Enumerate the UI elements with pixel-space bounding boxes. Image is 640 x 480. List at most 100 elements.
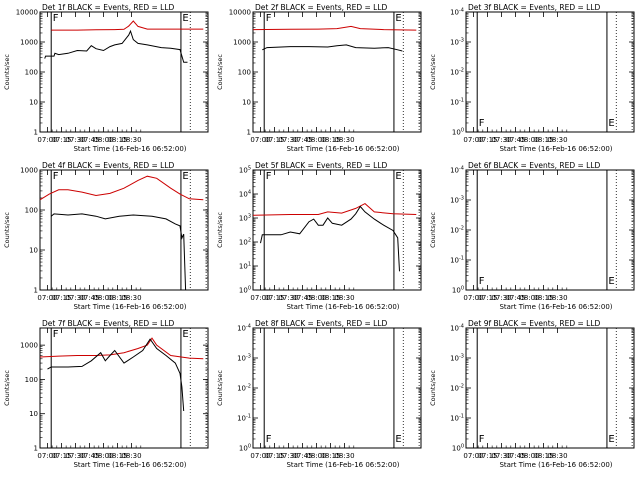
y-tick-label: 100 (238, 69, 251, 77)
x-tick-label: 08:15 (107, 136, 127, 144)
x-tick-label: 07:15 (264, 294, 284, 302)
x-tick-label: 08:00 (519, 294, 539, 302)
y-tick-label: 10-1 (450, 256, 464, 265)
x-tick-label: 07:45 (505, 294, 525, 302)
x-tick-label: 08:00 (306, 452, 326, 460)
y-tick-label: 10-2 (237, 384, 251, 393)
x-axis-label: Start Time (16-Feb-16 06:52:00) (286, 145, 399, 153)
y-tick-label: 10000 (229, 9, 251, 17)
x-tick-label: 08:00 (306, 294, 326, 302)
x-tick-label: 07:30 (491, 136, 511, 144)
plot-title: Det 6f BLACK = Events, RED = LLD (468, 161, 601, 170)
x-tick-label: 08:00 (519, 136, 539, 144)
y-axis-label: Counts/sec (216, 212, 224, 248)
y-tick-label: 102 (239, 238, 251, 247)
marker-f: F (479, 434, 485, 445)
y-tick-label: 10-4 (450, 324, 464, 333)
marker-e: E (608, 434, 614, 445)
y-axis-label: Counts/sec (3, 54, 11, 90)
plot-frame (39, 169, 209, 291)
y-tick-label: 10 (242, 99, 251, 107)
x-tick-label: 07:30 (65, 136, 85, 144)
x-tick-label: 08:30 (334, 294, 354, 302)
plot-panel-4: Det 4f BLACK = Events, RED = LLD Counts/s… (3, 161, 209, 311)
marker-f: F (479, 118, 485, 129)
plot-panel-2: Det 2f BLACK = Events, RED = LLD Counts/s… (216, 3, 422, 153)
y-axis-label: Counts/sec (216, 370, 224, 406)
x-tick-label: 08:30 (121, 294, 141, 302)
x-axis-label: Start Time (16-Feb-16 06:52:00) (73, 461, 186, 469)
y-tick-label: 1 (247, 129, 251, 137)
y-tick-label: 100 (452, 444, 464, 453)
x-axis-label: Start Time (16-Feb-16 06:52:00) (286, 461, 399, 469)
y-tick-label: 100 (452, 286, 464, 295)
x-tick-label: 07:00 (250, 452, 270, 460)
plot-panel-5: Det 5f BLACK = Events, RED = LLD Counts/s… (216, 161, 422, 311)
y-tick-label: 105 (239, 166, 251, 175)
marker-f: F (266, 13, 272, 24)
marker-e: E (182, 329, 188, 340)
x-tick-label: 08:15 (320, 136, 340, 144)
x-tick-label: 07:30 (278, 294, 298, 302)
series-line-1 (262, 44, 403, 52)
plot-title: Det 3f BLACK = Events, RED = LLD (468, 3, 601, 12)
series-line-0 (51, 20, 204, 31)
x-tick-label: 08:00 (93, 452, 113, 460)
plot-frame (465, 327, 635, 449)
x-tick-label: 07:45 (79, 452, 99, 460)
y-axis-label: Counts/sec (429, 54, 437, 90)
x-tick-label: 08:30 (121, 452, 141, 460)
y-tick-label: 10-3 (237, 354, 251, 363)
x-tick-label: 08:15 (533, 136, 553, 144)
y-tick-label: 1000 (20, 167, 38, 175)
y-axis-label: Counts/sec (429, 370, 437, 406)
y-tick-label: 10 (29, 410, 38, 418)
y-tick-label: 101 (239, 262, 251, 271)
plot-frame (465, 11, 635, 133)
y-tick-label: 103 (239, 214, 251, 223)
marker-f: F (53, 13, 59, 24)
y-tick-label: 100 (452, 128, 464, 137)
plot-panel-6: Det 6f BLACK = Events, RED = LLD Counts/s… (429, 161, 635, 311)
y-tick-label: 100 (25, 207, 38, 215)
marker-e: E (608, 118, 614, 129)
series-line-0 (39, 175, 204, 201)
y-tick-label: 10-3 (450, 196, 464, 205)
y-tick-label: 1 (34, 287, 38, 295)
marker-e: E (395, 171, 401, 182)
x-tick-label: 08:15 (533, 452, 553, 460)
x-tick-label: 08:15 (107, 294, 127, 302)
plot-title: Det 8f BLACK = Events, RED = LLD (255, 319, 388, 328)
plot-title: Det 1f BLACK = Events, RED = LLD (42, 3, 175, 12)
x-tick-label: 07:45 (505, 136, 525, 144)
plot-panel-9: Det 9f BLACK = Events, RED = LLD Counts/s… (429, 319, 635, 469)
plot-frame (252, 169, 422, 291)
x-tick-label: 08:30 (547, 294, 567, 302)
marker-f: F (53, 329, 59, 340)
x-axis-label: Start Time (16-Feb-16 06:52:00) (286, 303, 399, 311)
y-axis-label: Counts/sec (3, 212, 11, 248)
x-tick-label: 07:15 (264, 136, 284, 144)
y-tick-label: 1 (34, 445, 38, 453)
plot-title: Det 4f BLACK = Events, RED = LLD (42, 161, 175, 170)
series-line-1 (260, 205, 400, 272)
x-tick-label: 08:30 (334, 452, 354, 460)
plot-title: Det 7f BLACK = Events, RED = LLD (42, 319, 175, 328)
y-tick-label: 100 (25, 69, 38, 77)
plot-title: Det 2f BLACK = Events, RED = LLD (255, 3, 388, 12)
plot-panel-7: Det 7f BLACK = Events, RED = LLD Counts/s… (3, 319, 209, 469)
marker-e: E (608, 276, 614, 287)
x-axis-label: Start Time (16-Feb-16 06:52:00) (73, 303, 186, 311)
series-line-0 (39, 337, 204, 360)
plot-title: Det 9f BLACK = Events, RED = LLD (468, 319, 601, 328)
marker-f: F (266, 171, 272, 182)
x-tick-label: 08:30 (547, 452, 567, 460)
x-tick-label: 08:30 (121, 136, 141, 144)
y-tick-label: 100 (25, 376, 38, 384)
y-tick-label: 104 (239, 190, 251, 199)
y-tick-label: 10-1 (237, 414, 251, 423)
y-tick-label: 1000 (20, 39, 38, 47)
y-tick-label: 100 (239, 286, 251, 295)
x-tick-label: 07:00 (250, 294, 270, 302)
x-tick-label: 08:30 (547, 136, 567, 144)
